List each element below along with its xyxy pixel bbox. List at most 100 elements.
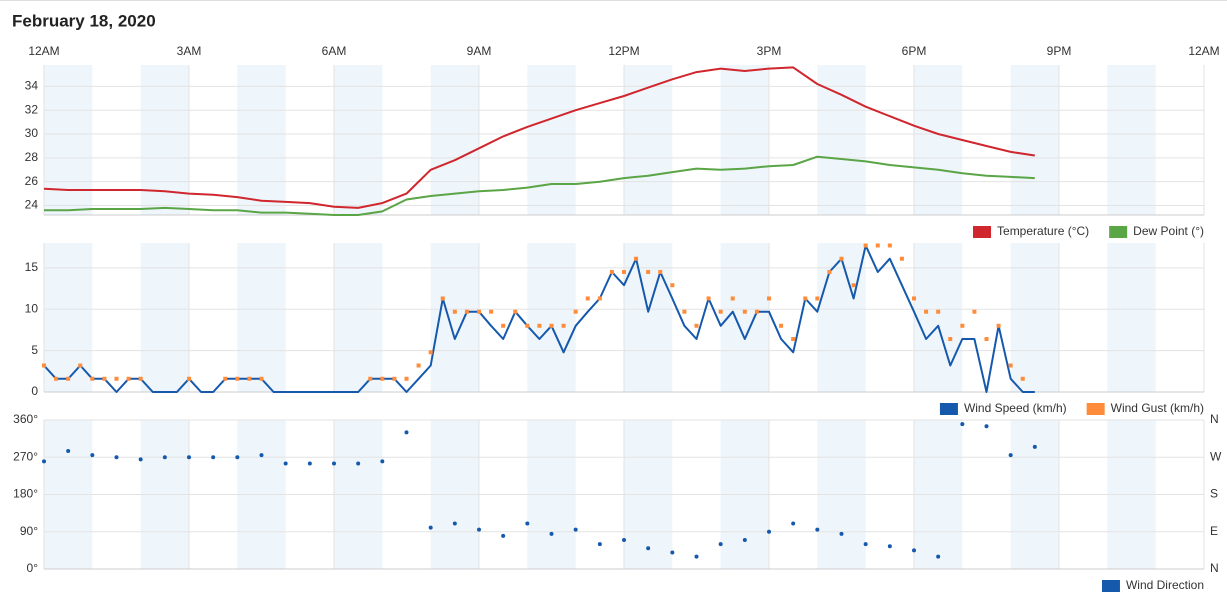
- hour-band: [1010, 65, 1059, 215]
- direction-point: [259, 453, 264, 458]
- gust-marker: [573, 309, 578, 314]
- x-tick-label: 6AM: [322, 44, 347, 58]
- legend-label: Wind Direction: [1126, 578, 1204, 592]
- gust-marker: [428, 350, 433, 355]
- gust-marker: [948, 337, 953, 342]
- gust-marker: [114, 376, 119, 381]
- x-tick-label: 3AM: [177, 44, 202, 58]
- gust-marker: [912, 296, 916, 301]
- gust-marker: [416, 363, 421, 368]
- gust-marker: [90, 376, 95, 381]
- gust-marker: [247, 376, 252, 381]
- x-tick-label: 12AM: [28, 44, 59, 58]
- direction-point: [428, 525, 433, 530]
- legend-label: Temperature (°C): [997, 224, 1089, 238]
- y2-tick-label: E: [1210, 524, 1218, 538]
- direction-point: [815, 527, 820, 532]
- y-tick-label: 34: [25, 79, 39, 93]
- y-tick-label: 24: [25, 198, 39, 212]
- x-tick-label: 9AM: [467, 44, 492, 58]
- gust-marker: [1008, 363, 1013, 368]
- hour-band: [44, 65, 93, 215]
- direction-point: [1008, 453, 1013, 458]
- gust-marker: [754, 309, 759, 314]
- gust-marker: [875, 243, 880, 248]
- gust-marker: [706, 296, 711, 301]
- direction-point: [332, 461, 336, 466]
- hour-band: [430, 243, 479, 392]
- direction-point: [791, 521, 796, 526]
- gust-marker: [537, 323, 542, 328]
- direction-point: [573, 527, 578, 532]
- y-tick-label: 15: [25, 260, 39, 274]
- direction-point: [694, 554, 699, 559]
- gust-marker: [658, 269, 663, 274]
- direction-point: [718, 542, 723, 547]
- gust-marker: [767, 296, 771, 301]
- gust-marker: [936, 309, 941, 314]
- hour-band: [914, 65, 963, 215]
- gust-marker: [464, 309, 469, 314]
- direction-point: [235, 455, 240, 460]
- direction-point: [42, 459, 46, 464]
- legend-swatch: [939, 403, 958, 415]
- hour-band: [914, 243, 963, 392]
- hour-band: [624, 65, 673, 215]
- direction-point: [452, 521, 457, 526]
- y-tick-label: 26: [25, 174, 39, 188]
- gust-marker: [102, 376, 107, 381]
- hour-band: [1107, 243, 1156, 392]
- direction-point: [549, 531, 554, 536]
- legend-swatch: [1109, 226, 1128, 238]
- y-tick-label: 180°: [13, 487, 38, 501]
- hour-band: [140, 243, 189, 392]
- gust-marker: [730, 296, 735, 301]
- y-tick-label: 30: [25, 126, 39, 140]
- direction-point: [66, 449, 71, 454]
- gust-marker: [259, 376, 264, 381]
- gust-marker: [501, 323, 506, 328]
- gust-marker: [452, 309, 457, 314]
- direction-point: [767, 529, 771, 534]
- y2-tick-label: W: [1210, 449, 1222, 463]
- gust-marker: [815, 296, 820, 301]
- legend-label: Wind Speed (km/h): [964, 401, 1067, 415]
- y-tick-label: 32: [25, 102, 39, 116]
- direction-point: [307, 461, 312, 466]
- direction-point: [211, 455, 216, 460]
- gust-marker: [235, 376, 240, 381]
- gust-marker: [924, 309, 929, 314]
- hour-band: [527, 243, 576, 392]
- hour-band: [334, 65, 383, 215]
- gust-marker: [404, 376, 409, 381]
- gust-marker: [66, 376, 71, 381]
- series-line: [44, 155, 1035, 216]
- x-tick-label: 9PM: [1047, 44, 1072, 58]
- gust-marker: [585, 296, 590, 301]
- hour-band: [1107, 65, 1156, 215]
- gust-marker: [851, 283, 856, 288]
- direction-point: [283, 461, 288, 466]
- gust-marker: [984, 337, 989, 342]
- legend-label: Dew Point (°): [1133, 224, 1204, 238]
- y2-tick-label: N: [1210, 412, 1219, 426]
- y-tick-label: 0°: [27, 561, 39, 575]
- gust-marker: [839, 256, 844, 261]
- gust-marker: [779, 323, 784, 328]
- gust-marker: [863, 243, 868, 248]
- legend-label: Wind Gust (km/h): [1111, 401, 1204, 415]
- direction-point: [356, 461, 361, 466]
- gust-marker: [634, 256, 639, 261]
- hour-band: [237, 65, 286, 215]
- gust-marker: [670, 283, 675, 288]
- y-tick-label: 5: [31, 343, 38, 357]
- direction-point: [646, 546, 651, 551]
- gust-marker: [742, 309, 747, 314]
- direction-point: [380, 459, 385, 464]
- gust-marker: [622, 269, 626, 274]
- gust-marker: [694, 323, 699, 328]
- direction-point: [863, 542, 868, 547]
- gust-marker: [477, 309, 481, 314]
- y-tick-label: 270°: [13, 449, 38, 463]
